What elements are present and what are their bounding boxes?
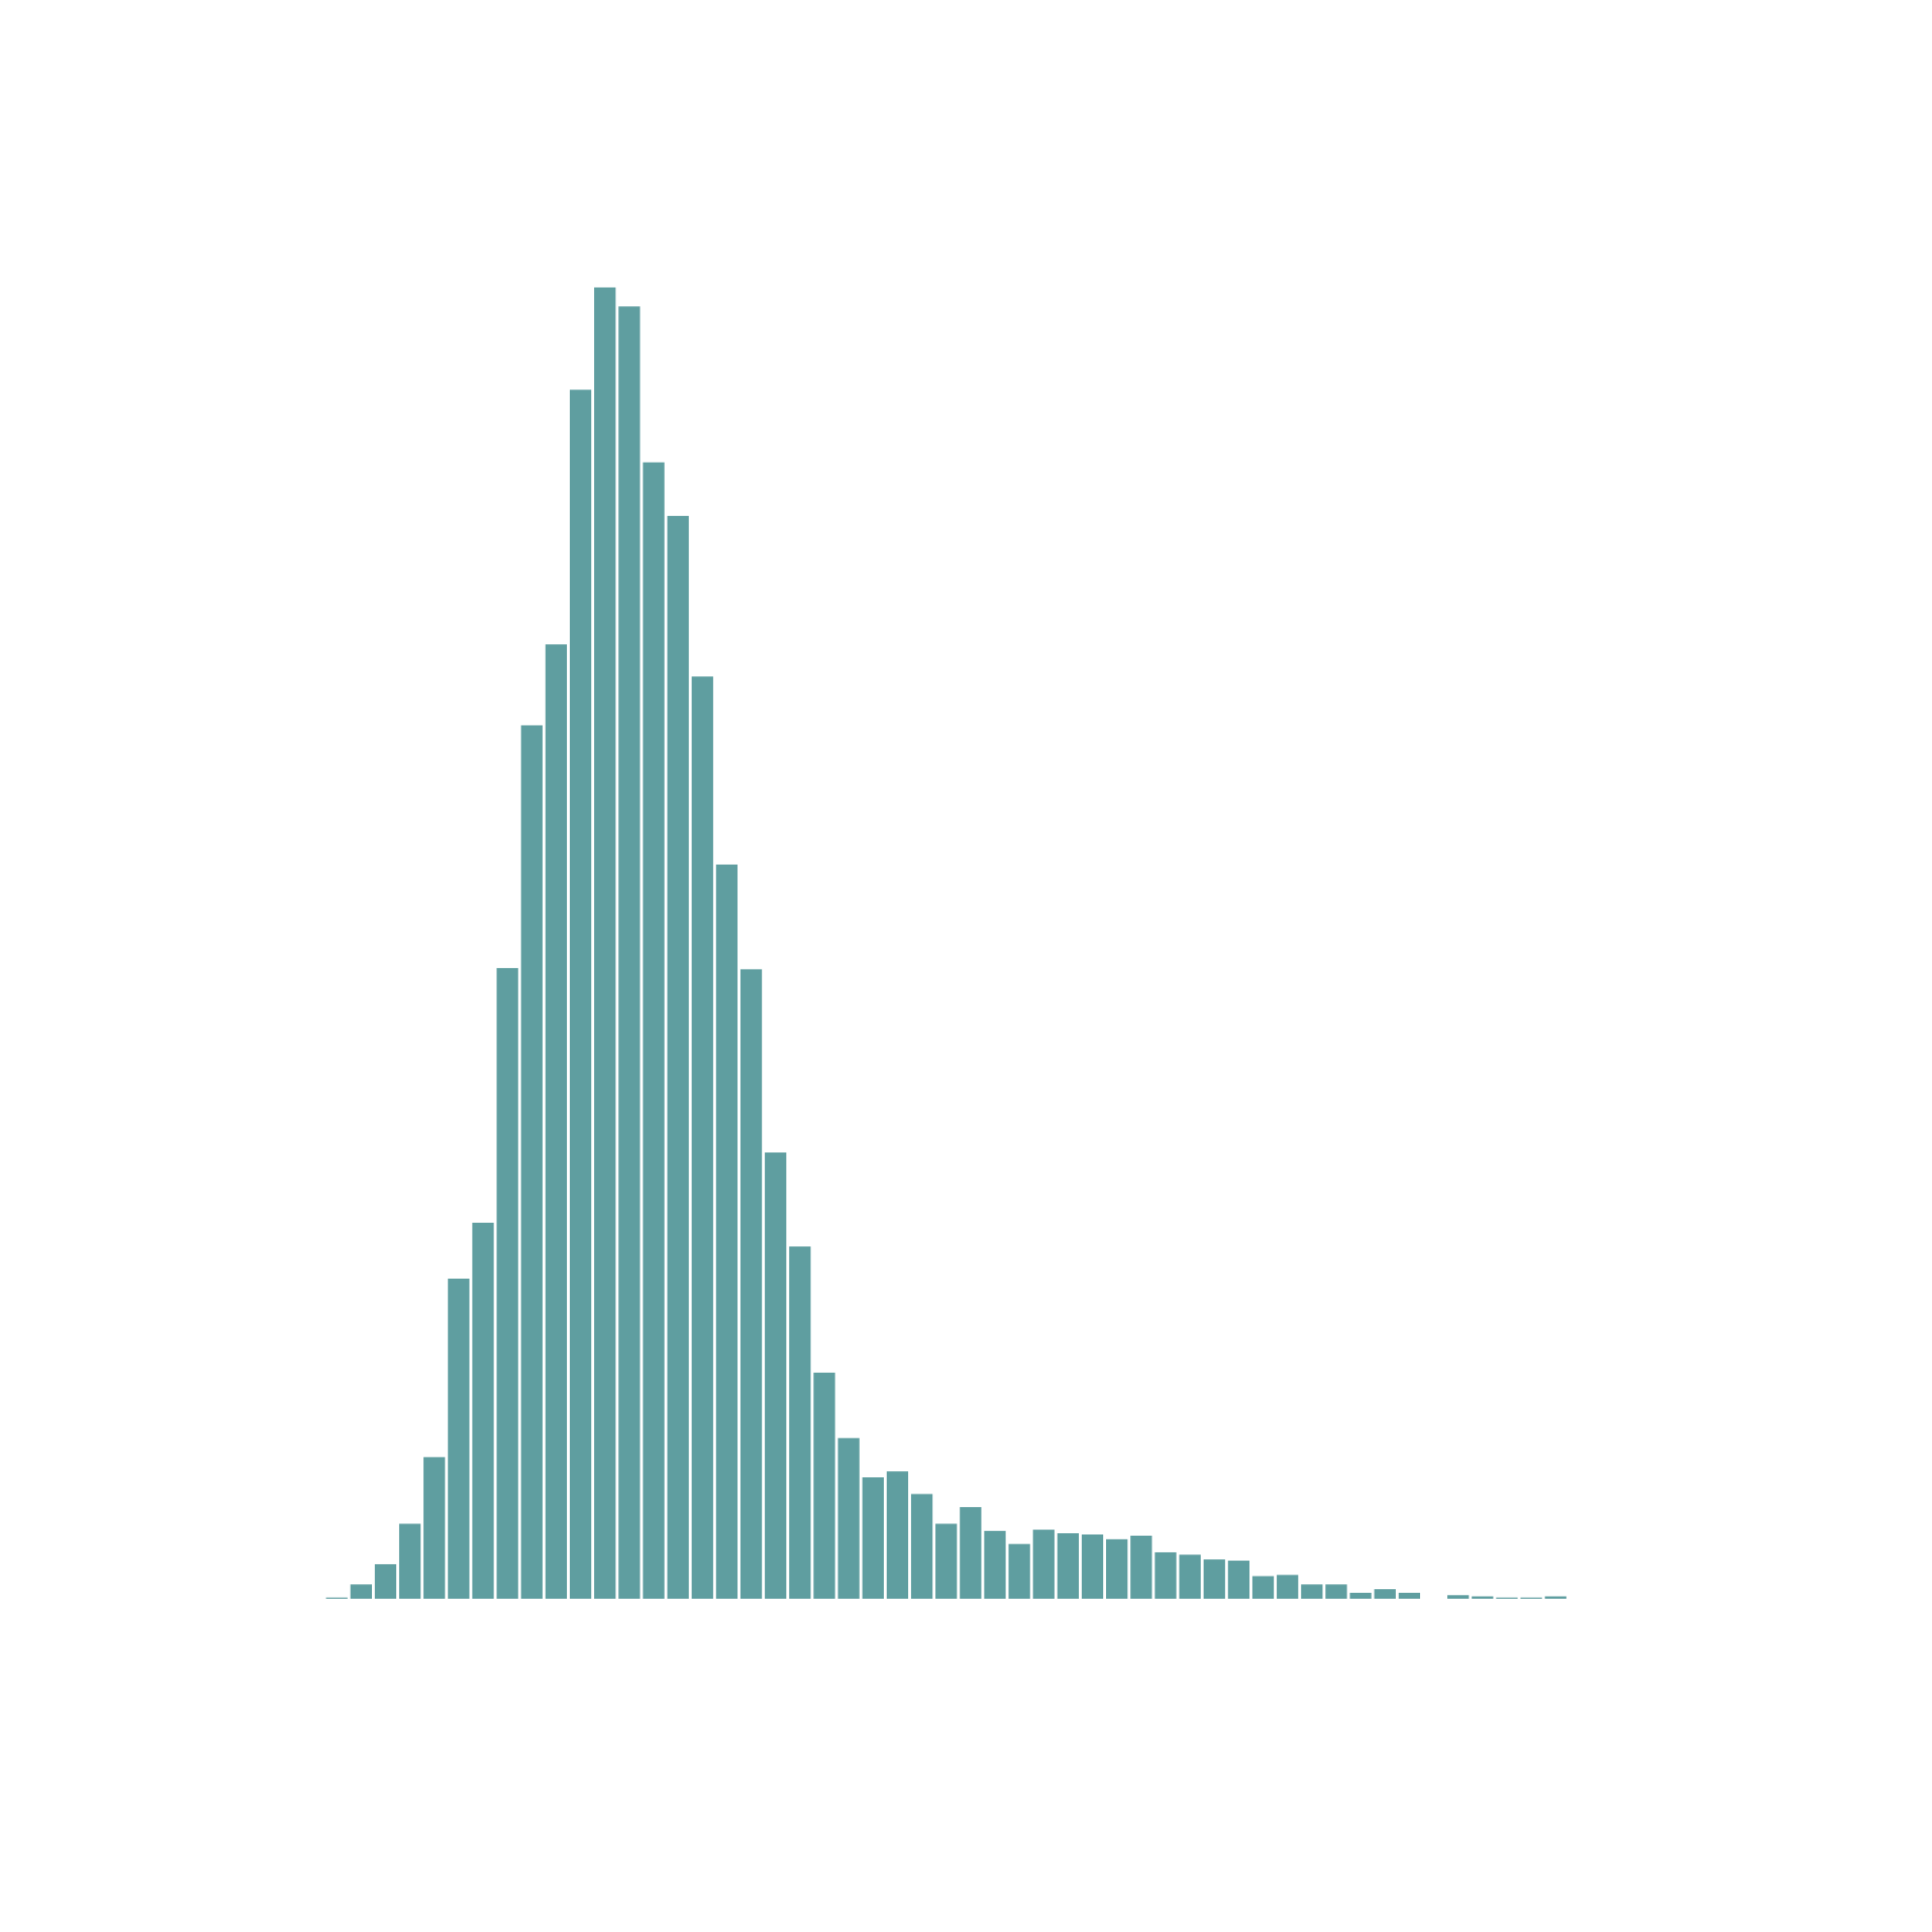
- histogram-bar: [471, 1222, 495, 1599]
- histogram-bar: [935, 1523, 957, 1599]
- histogram-bar: [716, 864, 738, 1599]
- histogram-bar: [569, 389, 592, 1600]
- histogram-bar: [594, 287, 616, 1599]
- histogram-bar: [764, 1152, 786, 1599]
- histogram-bar: [399, 1523, 421, 1599]
- histogram-bar: [497, 968, 519, 1599]
- histogram-bar: [374, 1564, 397, 1599]
- histogram-bar: [1252, 1576, 1274, 1599]
- histogram-bar: [545, 644, 567, 1599]
- histogram-bar: [618, 306, 640, 1599]
- histogram-bar: [1325, 1584, 1348, 1599]
- histogram-bar: [838, 1437, 860, 1599]
- histogram-bar: [1081, 1534, 1104, 1599]
- histogram-bar: [1009, 1544, 1031, 1599]
- histogram-bar: [1033, 1529, 1055, 1599]
- histogram-bar: [862, 1477, 884, 1599]
- histogram-bar: [1300, 1584, 1323, 1599]
- histogram-bar: [1520, 1597, 1543, 1599]
- histogram-bar: [813, 1372, 836, 1599]
- histogram-bar: [886, 1471, 909, 1599]
- histogram-bar: [1398, 1592, 1421, 1599]
- histogram-bar: [1203, 1559, 1226, 1599]
- histogram-bar: [423, 1457, 445, 1599]
- histogram-bar: [447, 1278, 469, 1599]
- histogram-bar: [521, 724, 543, 1599]
- histogram-bar: [983, 1530, 1007, 1599]
- histogram-bar: [350, 1584, 372, 1599]
- histogram-bar: [667, 516, 690, 1599]
- histogram-bar: [1130, 1535, 1152, 1599]
- histogram-bar: [1545, 1596, 1567, 1599]
- histogram-bar: [642, 462, 665, 1599]
- histogram-bar: [1495, 1597, 1519, 1599]
- histogram-bar: [1276, 1575, 1298, 1599]
- histogram-bar: [326, 1597, 348, 1599]
- histogram-bar: [959, 1507, 981, 1599]
- histogram-bar: [1179, 1554, 1201, 1599]
- histogram-bar: [1057, 1533, 1079, 1599]
- histogram-bar: [1106, 1539, 1128, 1599]
- histogram-bar: [1350, 1592, 1372, 1599]
- histogram-bar: [1447, 1595, 1469, 1599]
- histogram-bar: [1374, 1589, 1396, 1599]
- histogram-bar: [1228, 1560, 1250, 1599]
- histogram-bar: [692, 676, 714, 1599]
- histogram-bar: [788, 1246, 811, 1599]
- histogram-bar: [740, 969, 762, 1599]
- histogram-bar: [1154, 1551, 1177, 1599]
- histogram-bar: [911, 1493, 933, 1599]
- histogram-bar: [1471, 1596, 1493, 1599]
